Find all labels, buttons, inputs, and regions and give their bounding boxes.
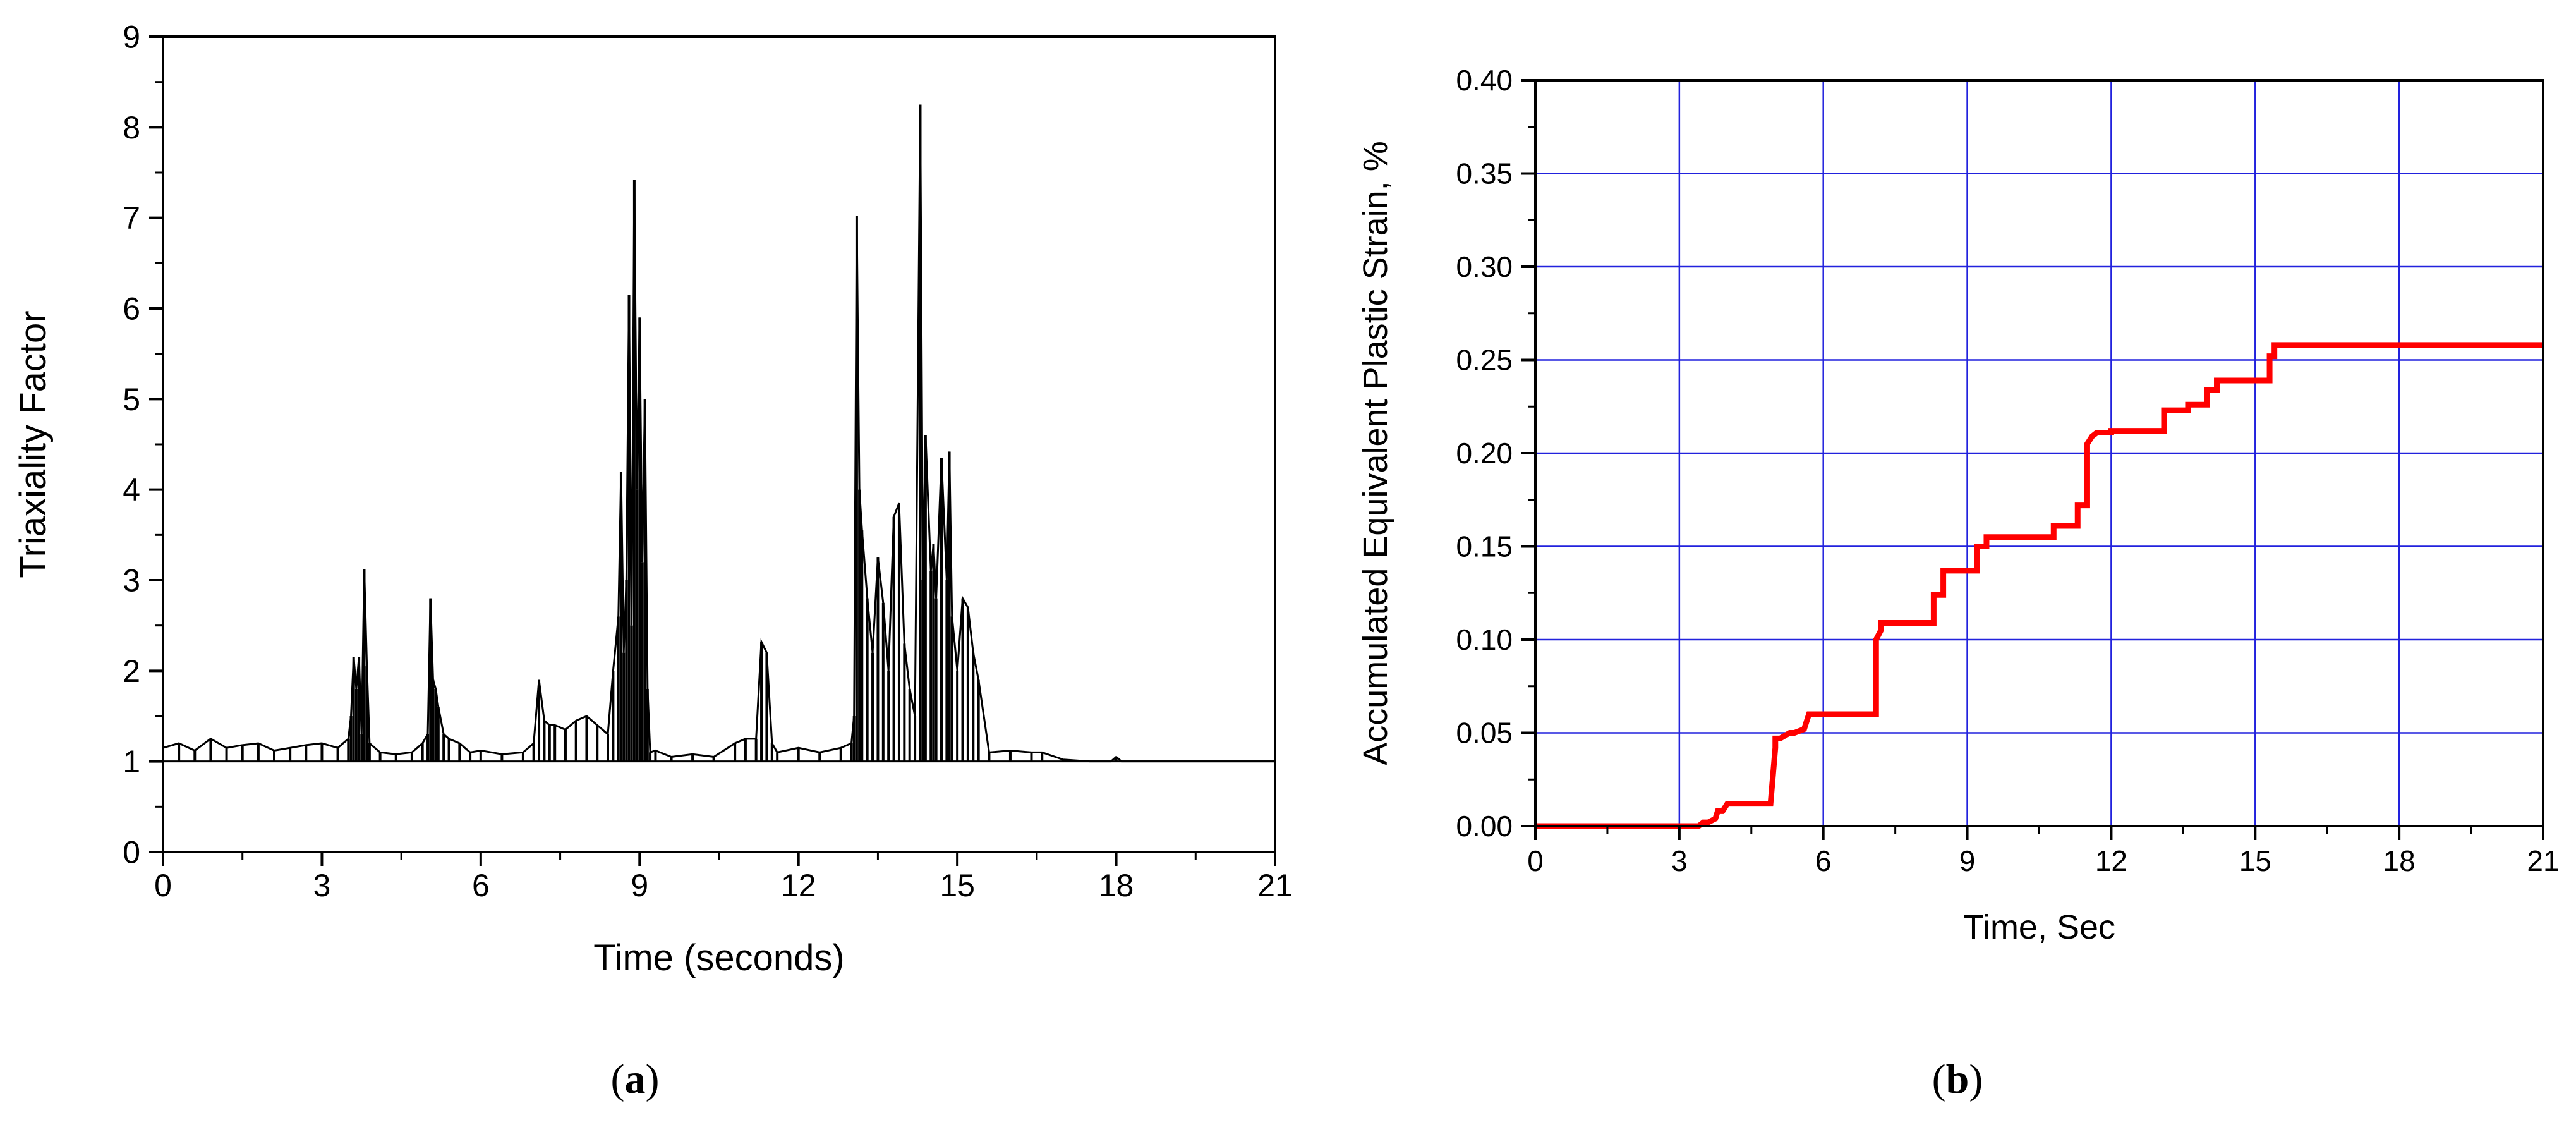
x-tick-label-b-4: 12 bbox=[2095, 844, 2127, 877]
y-tick-label-a-3: 3 bbox=[123, 563, 140, 599]
y-tick-label-a-1: 1 bbox=[123, 744, 140, 779]
panel-label-b: (b) bbox=[1932, 1056, 1983, 1104]
y-tick-label-a-2: 2 bbox=[123, 654, 140, 689]
y-tick-label-a-0: 0 bbox=[123, 835, 140, 870]
y-tick-label-a-4: 4 bbox=[123, 472, 140, 508]
y-tick-label-b-5: 0.25 bbox=[1456, 344, 1513, 377]
x-tick-label-b-3: 9 bbox=[1959, 844, 1976, 877]
panel-label-a-close: ) bbox=[645, 1056, 660, 1102]
y-tick-label-a-8: 8 bbox=[123, 110, 140, 145]
panel-label-a-open: ( bbox=[610, 1056, 625, 1102]
x-tick-label-b-0: 0 bbox=[1527, 844, 1544, 877]
y-tick-label-b-7: 0.35 bbox=[1456, 157, 1513, 190]
y-tick-label-a-7: 7 bbox=[123, 200, 140, 236]
y-tick-label-b-1: 0.05 bbox=[1456, 717, 1513, 750]
y-axis-label-a: Triaxiality Factor bbox=[13, 310, 54, 578]
plot-frame-a bbox=[162, 35, 1276, 853]
y-tick-label-b-6: 0.30 bbox=[1456, 250, 1513, 283]
series-line-b-0 bbox=[1535, 342, 2543, 829]
x-tick-label-b-2: 6 bbox=[1815, 844, 1832, 877]
panel-label-a-letter: a bbox=[624, 1056, 646, 1102]
panel-label-b-letter: b bbox=[1945, 1056, 1969, 1102]
y-tick-label-a-9: 9 bbox=[123, 20, 140, 55]
x-tick-label-a-5: 15 bbox=[940, 868, 975, 903]
x-tick-label-b-1: 3 bbox=[1671, 844, 1688, 877]
x-tick-label-b-6: 18 bbox=[2383, 844, 2416, 877]
x-tick-label-b-7: 21 bbox=[2527, 844, 2559, 877]
y-tick-label-b-0: 0.00 bbox=[1456, 810, 1513, 843]
y-tick-label-b-2: 0.10 bbox=[1456, 623, 1513, 656]
x-axis-label-b: Time, Sec bbox=[1963, 908, 2115, 946]
panel-label-b-close: ) bbox=[1969, 1056, 1983, 1102]
y-tick-label-a-5: 5 bbox=[123, 382, 140, 417]
y-tick-label-a-6: 6 bbox=[123, 291, 140, 327]
x-tick-label-a-0: 0 bbox=[154, 868, 172, 903]
y-tick-label-b-8: 0.40 bbox=[1456, 64, 1513, 97]
y-tick-label-b-4: 0.20 bbox=[1456, 437, 1513, 470]
x-tick-label-a-3: 9 bbox=[631, 868, 648, 903]
y-tick-label-b-3: 0.15 bbox=[1456, 530, 1513, 563]
x-tick-label-b-5: 15 bbox=[2239, 844, 2271, 877]
x-axis-label-a: Time (seconds) bbox=[593, 937, 845, 978]
x-tick-label-a-7: 21 bbox=[1257, 868, 1293, 903]
y-axis-label-b: Accumulated Equivalent Plastic Strain, % bbox=[1357, 141, 1394, 765]
chart-b: 0 3 6 9 12 15 18 21 0.00 0.05 0.10 0.15 0.20 0.25 0.30… bbox=[1357, 64, 2560, 946]
x-tick-label-a-2: 6 bbox=[472, 868, 490, 903]
panel-label-a: (a) bbox=[611, 1056, 660, 1104]
panel-label-b-open: ( bbox=[1932, 1056, 1946, 1102]
series-line-a-0 bbox=[162, 104, 1275, 763]
x-tick-label-a-6: 18 bbox=[1099, 868, 1134, 903]
x-tick-label-a-4: 12 bbox=[781, 868, 816, 903]
x-tick-label-a-1: 3 bbox=[313, 868, 331, 903]
